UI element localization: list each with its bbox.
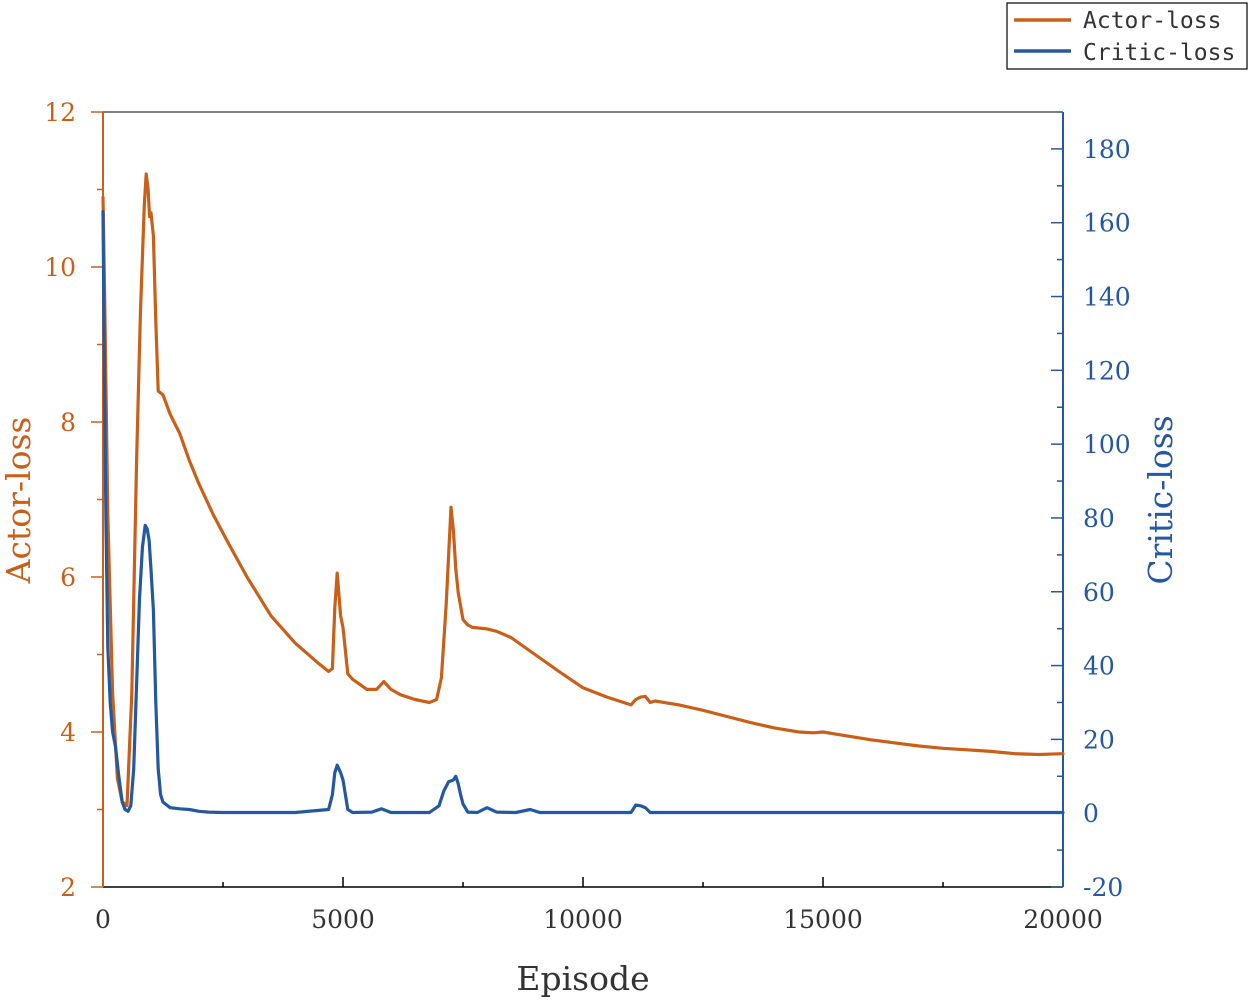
legend-box: [1006, 2, 1248, 70]
x-tick-label-20000: 20000: [1023, 905, 1103, 934]
left-tick-label-4: 4: [60, 718, 76, 747]
x-tick-label-10000: 10000: [543, 905, 623, 934]
right-y-axis: -20 0 20 40 60 80 100 120 140 160 180: [1051, 111, 1131, 902]
x-tick-label-0: 0: [95, 905, 111, 934]
left-tick-label-2: 2: [60, 873, 76, 902]
right-tick-label-0: 0: [1083, 799, 1099, 828]
series-layer: [101, 172, 1065, 815]
x-axis-title: Episode: [516, 959, 649, 998]
left-y-axis-title: Actor-loss: [0, 417, 38, 585]
right-tick-label-80: 80: [1083, 504, 1115, 533]
right-tick-label-60: 60: [1083, 578, 1115, 607]
right-tick-label-20: 20: [1083, 725, 1115, 754]
right-tick-label-20: -20: [1083, 873, 1123, 902]
left-tick-label-10: 10: [44, 253, 76, 282]
left-y-axis: 2 4 6 8 10 12: [44, 98, 104, 902]
series-line-actor-loss: [101, 172, 1065, 808]
legend: Actor-loss Critic-loss: [1006, 2, 1248, 70]
left-tick-label-8: 8: [60, 408, 76, 437]
x-tick-label-5000: 5000: [311, 905, 375, 934]
legend-label-critic-loss: Critic-loss: [1083, 40, 1235, 66]
series-line-critic-loss: [101, 210, 1065, 815]
right-tick-label-160: 160: [1083, 209, 1131, 238]
left-tick-label-6: 6: [60, 563, 76, 592]
x-tick-label-15000: 15000: [783, 905, 863, 934]
right-tick-label-180: 180: [1083, 135, 1131, 164]
legend-label-actor-loss: Actor-loss: [1083, 8, 1221, 34]
right-tick-label-40: 40: [1083, 652, 1115, 681]
right-y-axis-title: Critic-loss: [1141, 415, 1180, 584]
right-tick-label-100: 100: [1083, 430, 1131, 459]
x-axis: 0 5000 10000 15000 20000: [95, 877, 1103, 934]
right-tick-label-120: 120: [1083, 356, 1131, 385]
left-tick-label-12: 12: [44, 98, 76, 127]
right-tick-label-140: 140: [1083, 283, 1131, 312]
